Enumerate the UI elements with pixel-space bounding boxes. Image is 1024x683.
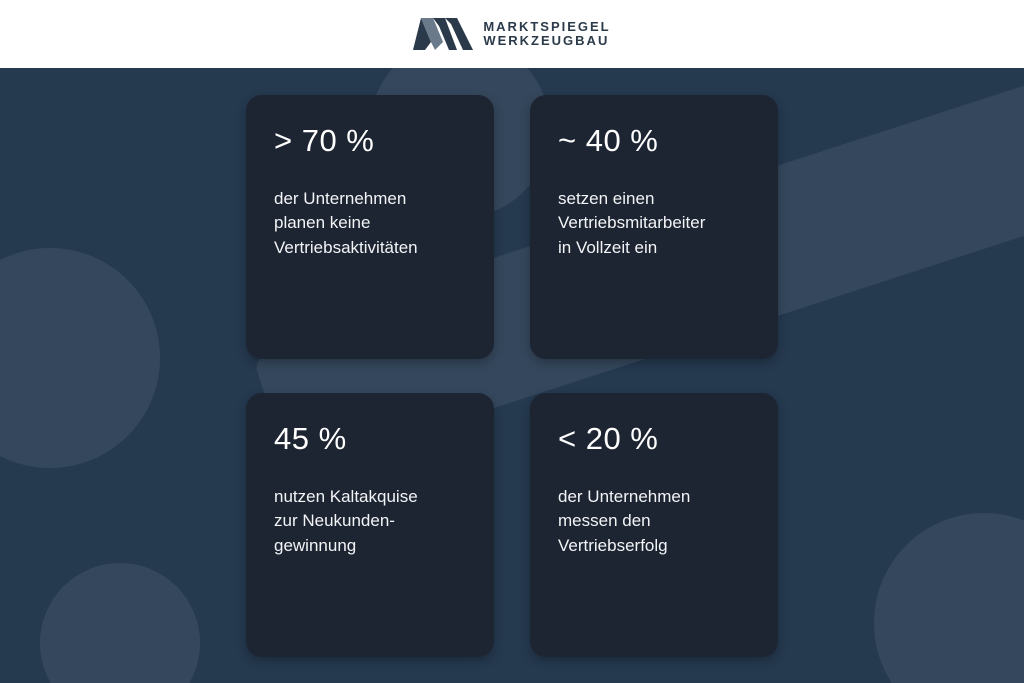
stat-value: ~ 40 %	[558, 123, 752, 159]
stat-description: setzen einen Vertriebsmitarbeiter in Vol…	[558, 187, 752, 261]
infographic-page: MARKTSPIEGEL WERKZEUGBAU > 70 % der Unte…	[0, 0, 1024, 683]
stat-card: 45 % nutzen Kaltakquise zur Neukunden- g…	[246, 393, 494, 657]
header-bar: MARKTSPIEGEL WERKZEUGBAU	[0, 0, 1024, 68]
stat-card: > 70 % der Unternehmen planen keine Vert…	[246, 95, 494, 359]
stat-description: der Unternehmen planen keine Vertriebsak…	[274, 187, 468, 261]
stat-value: > 70 %	[274, 123, 468, 159]
stat-card: < 20 % der Unternehmen messen den Vertri…	[530, 393, 778, 657]
brand-line-1: MARKTSPIEGEL	[483, 20, 610, 34]
stat-card: ~ 40 % setzen einen Vertriebsmitarbeiter…	[530, 95, 778, 359]
brand-name: MARKTSPIEGEL WERKZEUGBAU	[483, 20, 610, 47]
brand-line-2: WERKZEUGBAU	[483, 34, 610, 48]
stat-description: der Unternehmen messen den Vertriebserfo…	[558, 485, 752, 559]
stat-value: < 20 %	[558, 421, 752, 457]
stat-value: 45 %	[274, 421, 468, 457]
stat-card-grid: > 70 % der Unternehmen planen keine Vert…	[0, 68, 1024, 683]
stat-description: nutzen Kaltakquise zur Neukunden- gewinn…	[274, 485, 468, 559]
mw-mark-icon	[413, 18, 473, 50]
